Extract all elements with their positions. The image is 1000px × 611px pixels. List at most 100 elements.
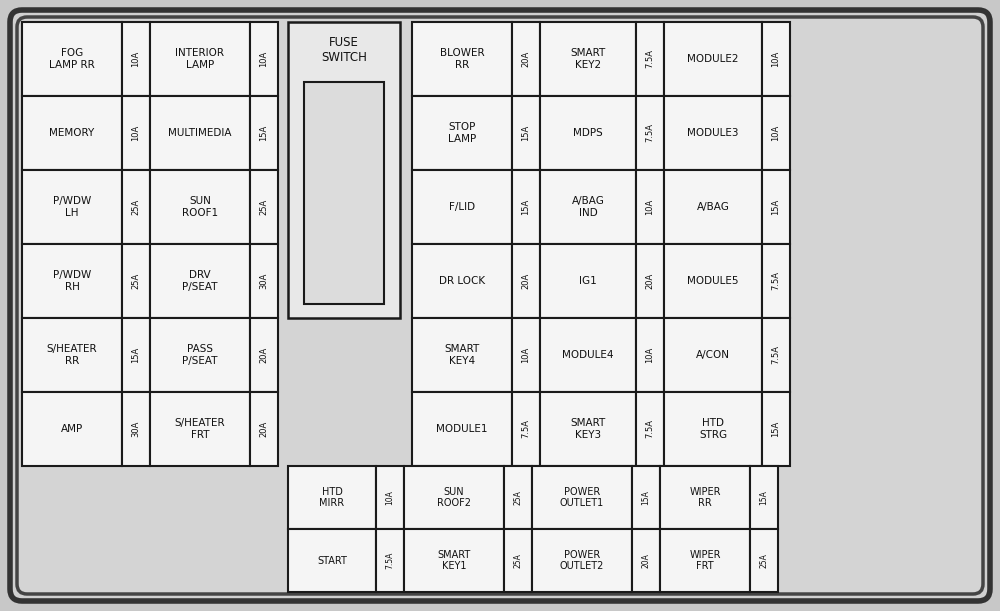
Text: AMP: AMP: [61, 424, 83, 434]
Text: S/HEATER
RR: S/HEATER RR: [47, 344, 97, 366]
Text: 7.5A: 7.5A: [646, 123, 654, 142]
Text: HTD
MIRR: HTD MIRR: [319, 487, 345, 508]
Bar: [250, 170, 278, 244]
Bar: [512, 170, 540, 244]
Text: 7.5A: 7.5A: [772, 345, 780, 365]
Bar: [504, 529, 532, 592]
Bar: [150, 318, 250, 392]
Bar: [540, 96, 636, 170]
Bar: [512, 22, 540, 96]
Bar: [664, 318, 762, 392]
Text: IG1: IG1: [579, 276, 597, 286]
Text: INTERIOR
LAMP: INTERIOR LAMP: [176, 48, 224, 70]
Bar: [150, 22, 250, 96]
Bar: [250, 22, 278, 96]
Text: MODULE1: MODULE1: [436, 424, 488, 434]
Text: 10A: 10A: [260, 51, 268, 67]
Text: 10A: 10A: [646, 347, 654, 363]
Bar: [664, 392, 762, 466]
Text: P/WDW
LH: P/WDW LH: [53, 196, 91, 218]
Text: DRV
P/SEAT: DRV P/SEAT: [182, 270, 218, 292]
Text: A/CON: A/CON: [696, 350, 730, 360]
Bar: [632, 529, 660, 592]
Bar: [762, 96, 790, 170]
Bar: [632, 466, 660, 529]
Bar: [150, 170, 250, 244]
Bar: [660, 529, 750, 592]
Text: 7.5A: 7.5A: [646, 420, 654, 439]
Bar: [664, 22, 762, 96]
Bar: [404, 466, 504, 529]
Text: 25A: 25A: [260, 199, 268, 215]
Bar: [636, 22, 664, 96]
Bar: [540, 318, 636, 392]
Text: 15A: 15A: [642, 490, 650, 505]
Text: SMART
KEY1: SMART KEY1: [437, 550, 471, 571]
Text: 25A: 25A: [132, 199, 140, 215]
Text: 20A: 20A: [260, 347, 268, 363]
Bar: [636, 170, 664, 244]
Text: 10A: 10A: [646, 199, 654, 215]
Text: MODULE2: MODULE2: [687, 54, 739, 64]
Bar: [664, 96, 762, 170]
Text: 20A: 20A: [642, 553, 650, 568]
Text: FUSE
SWITCH: FUSE SWITCH: [321, 36, 367, 64]
Text: 7.5A: 7.5A: [386, 552, 394, 569]
Bar: [122, 170, 150, 244]
Bar: [150, 96, 250, 170]
Bar: [660, 466, 750, 529]
Bar: [540, 392, 636, 466]
Bar: [22, 318, 122, 392]
Bar: [376, 466, 404, 529]
Bar: [22, 170, 122, 244]
Text: 15A: 15A: [760, 490, 768, 505]
Text: 30A: 30A: [260, 273, 268, 289]
Text: 15A: 15A: [260, 125, 268, 141]
Bar: [412, 392, 512, 466]
Bar: [250, 244, 278, 318]
Bar: [762, 392, 790, 466]
Bar: [150, 392, 250, 466]
FancyBboxPatch shape: [17, 17, 983, 594]
Text: 10A: 10A: [772, 51, 780, 67]
Text: 25A: 25A: [760, 553, 768, 568]
Bar: [762, 22, 790, 96]
Text: MODULE4: MODULE4: [562, 350, 614, 360]
Bar: [636, 318, 664, 392]
Text: 30A: 30A: [132, 421, 140, 437]
Text: P/WDW
RH: P/WDW RH: [53, 270, 91, 292]
Text: 15A: 15A: [522, 125, 530, 141]
Bar: [412, 244, 512, 318]
Bar: [412, 318, 512, 392]
Bar: [636, 392, 664, 466]
Text: MODULE5: MODULE5: [687, 276, 739, 286]
Bar: [540, 22, 636, 96]
Text: MDPS: MDPS: [573, 128, 603, 138]
Text: 25A: 25A: [514, 553, 522, 568]
Text: START: START: [317, 555, 347, 566]
Text: SUN
ROOF1: SUN ROOF1: [182, 196, 218, 218]
Bar: [150, 244, 250, 318]
Text: 25A: 25A: [514, 490, 522, 505]
Text: S/HEATER
FRT: S/HEATER FRT: [175, 418, 225, 440]
Bar: [288, 529, 376, 592]
Text: WIPER
FRT: WIPER FRT: [689, 550, 721, 571]
Text: 20A: 20A: [522, 273, 530, 289]
Bar: [122, 96, 150, 170]
Text: 20A: 20A: [646, 273, 654, 289]
Text: SMART
KEY3: SMART KEY3: [570, 418, 606, 440]
Bar: [376, 529, 404, 592]
Text: MULTIMEDIA: MULTIMEDIA: [168, 128, 232, 138]
Bar: [750, 529, 778, 592]
Text: MEMORY: MEMORY: [49, 128, 95, 138]
Text: POWER
OUTLET1: POWER OUTLET1: [560, 487, 604, 508]
Bar: [762, 318, 790, 392]
Bar: [636, 96, 664, 170]
Bar: [288, 22, 400, 318]
Bar: [636, 244, 664, 318]
Text: STOP
LAMP: STOP LAMP: [448, 122, 476, 144]
Bar: [762, 170, 790, 244]
Text: 7.5A: 7.5A: [772, 271, 780, 290]
Bar: [540, 244, 636, 318]
Text: PASS
P/SEAT: PASS P/SEAT: [182, 344, 218, 366]
